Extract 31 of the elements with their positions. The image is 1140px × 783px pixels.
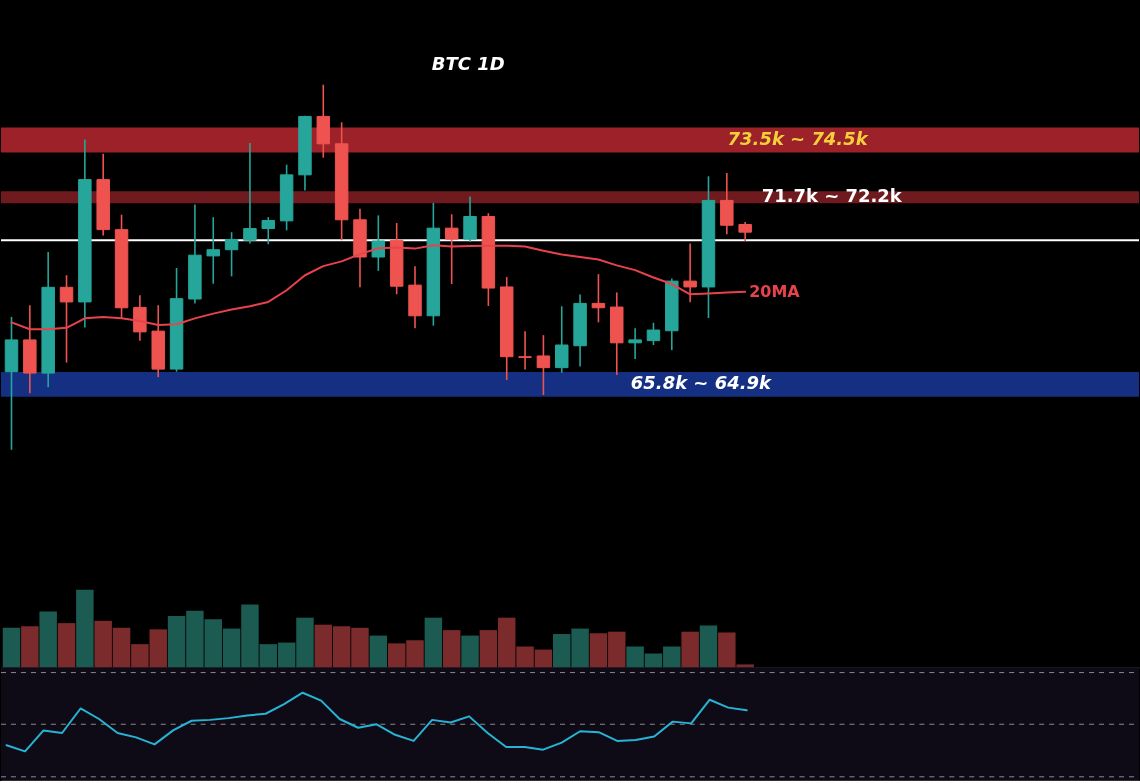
bar: [699, 625, 718, 668]
candlestick: [646, 321, 661, 346]
bar: [2, 627, 21, 668]
series-label: 20MA: [749, 281, 801, 301]
bar: [21, 626, 39, 668]
candlestick: [224, 231, 239, 278]
band-label: 65.8k ~ 64.9k: [630, 372, 772, 394]
bar: [442, 630, 461, 668]
bar: [76, 589, 94, 668]
candlestick: [591, 273, 606, 324]
candlestick: [206, 216, 220, 285]
chart-title: BTC 1D: [431, 52, 505, 74]
bar: [461, 635, 479, 668]
candlestick: [463, 195, 477, 243]
candlestick: [555, 305, 569, 374]
band-label: 71.7k ~ 72.2k: [761, 185, 903, 207]
bar: [57, 623, 76, 668]
candlestick: [243, 142, 257, 245]
band-label: 73.5k ~ 74.5k: [727, 127, 869, 149]
candlestick: [536, 334, 551, 396]
bar: [369, 635, 388, 668]
candlestick: [59, 274, 74, 364]
bar: [681, 631, 699, 668]
bar: [424, 617, 443, 668]
candlestick: [738, 221, 752, 242]
candlestick: [261, 216, 276, 246]
bar: [39, 611, 57, 668]
candlestick: [628, 327, 642, 360]
candlestick: [444, 213, 459, 285]
candlestick: [518, 330, 532, 371]
candlestick: [683, 242, 697, 304]
